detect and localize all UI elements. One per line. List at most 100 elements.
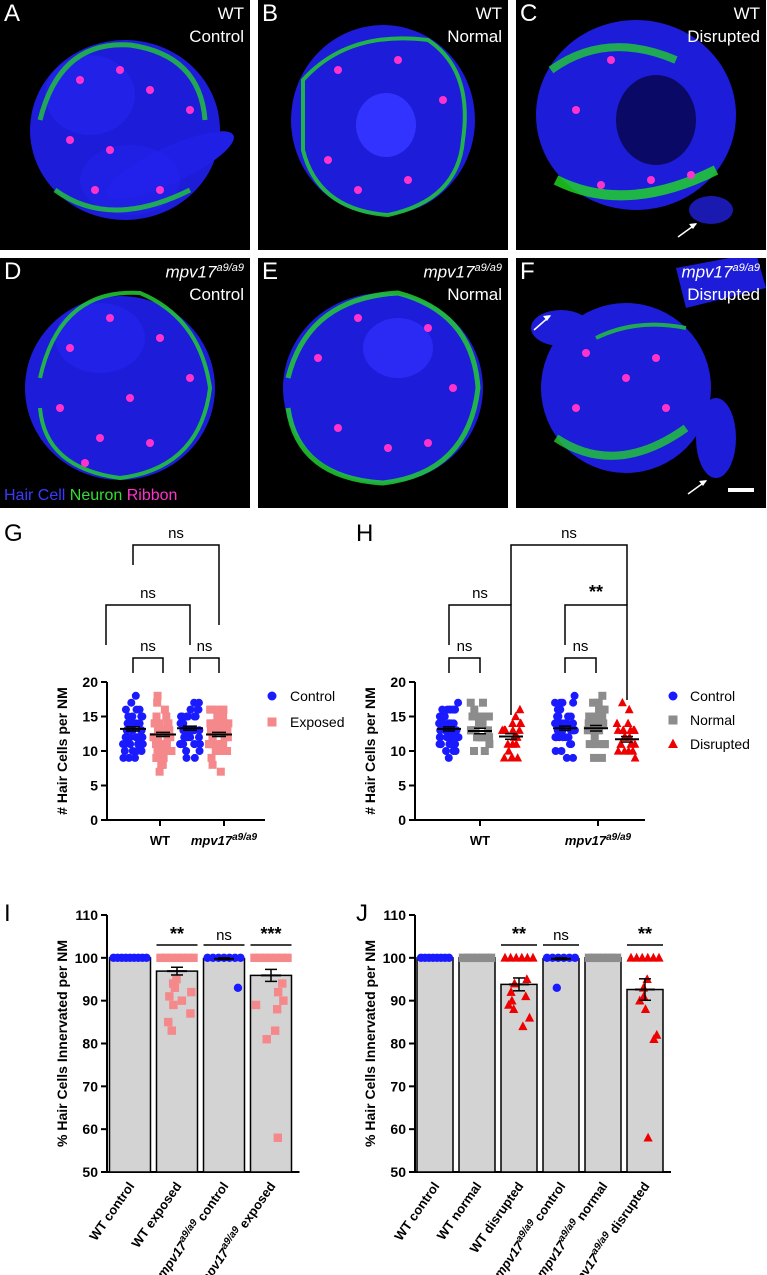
legend-label: Disrupted bbox=[690, 736, 750, 752]
legend-marker bbox=[668, 715, 678, 725]
data-point bbox=[219, 705, 228, 714]
data-point bbox=[612, 718, 622, 727]
data-point bbox=[155, 767, 164, 776]
micro-panel-d: D mpv17a9/a9 Control Hair Cell Neuron Ri… bbox=[0, 258, 250, 508]
category-tick-label: mpv17a9/a9 exposed bbox=[195, 1178, 279, 1275]
data-point bbox=[283, 953, 292, 963]
data-point bbox=[515, 725, 524, 734]
data-point bbox=[466, 698, 475, 707]
data-point bbox=[521, 991, 531, 1001]
significance-label: ns bbox=[140, 638, 156, 655]
panel-letter: F bbox=[520, 258, 535, 285]
significance-label: ** bbox=[512, 924, 526, 944]
y-tick-label: 10 bbox=[82, 743, 98, 759]
significance-label: ns bbox=[472, 585, 488, 602]
allele: a9/a9 bbox=[732, 262, 760, 274]
y-tick-label: 0 bbox=[90, 812, 98, 828]
comparison-bracket bbox=[564, 604, 628, 700]
panel-genotype: WT bbox=[475, 4, 502, 23]
data-point bbox=[435, 733, 444, 742]
micrograph-d bbox=[25, 290, 215, 481]
data-point bbox=[617, 697, 627, 707]
data-point bbox=[451, 747, 460, 755]
allele: a9/a9 bbox=[216, 262, 244, 274]
chart-h: 0 5 10 15 20 # Hair Cells per NM WT mpv17a9/a9 n… bbox=[362, 525, 750, 849]
data-point bbox=[472, 953, 482, 963]
micrograph-b bbox=[291, 25, 475, 218]
data-point bbox=[189, 953, 198, 963]
comparison-bracket bbox=[105, 604, 191, 645]
data-point bbox=[207, 753, 216, 762]
data-point bbox=[126, 719, 135, 728]
significance-label: ns bbox=[197, 638, 213, 655]
data-point bbox=[216, 767, 225, 776]
data-point bbox=[584, 953, 594, 963]
y-tick-label: 15 bbox=[390, 709, 406, 725]
data-point bbox=[120, 747, 129, 755]
data-point bbox=[215, 705, 224, 714]
data-point bbox=[442, 747, 451, 755]
data-point bbox=[511, 711, 521, 721]
significance-label: ** bbox=[638, 924, 652, 944]
data-point bbox=[236, 953, 245, 963]
data-point bbox=[446, 705, 455, 714]
chart-letter-h: H bbox=[356, 520, 374, 547]
panel-condition: Disrupted bbox=[687, 27, 760, 46]
data-point bbox=[266, 953, 276, 963]
data-point bbox=[162, 712, 171, 721]
data-point bbox=[562, 753, 571, 762]
data-point bbox=[178, 953, 187, 963]
data-point bbox=[137, 712, 146, 721]
data-point bbox=[613, 746, 623, 755]
data-point bbox=[273, 1133, 283, 1142]
data-point bbox=[524, 1012, 535, 1022]
data-point bbox=[194, 705, 203, 714]
data-point bbox=[569, 719, 578, 728]
micrograph-e bbox=[283, 290, 483, 486]
category-tick-label: WT control bbox=[86, 1179, 137, 1243]
data-point bbox=[153, 726, 162, 735]
data-point bbox=[447, 733, 456, 742]
gene-name: mpv17 bbox=[165, 262, 217, 282]
data-point bbox=[151, 740, 160, 749]
significance-label: ns bbox=[573, 638, 589, 655]
category-tick-label: mpv17a9/a9 bbox=[191, 832, 258, 849]
data-point bbox=[630, 725, 639, 734]
data-point bbox=[552, 719, 561, 728]
data-point bbox=[630, 753, 640, 762]
data-point bbox=[478, 719, 487, 728]
data-point bbox=[451, 740, 460, 749]
legend-marker bbox=[668, 738, 678, 749]
data-point bbox=[639, 991, 649, 1001]
data-point bbox=[128, 747, 137, 755]
data-point bbox=[598, 691, 607, 700]
data-point bbox=[217, 747, 226, 755]
significance-label: ns bbox=[561, 525, 577, 542]
data-point bbox=[589, 698, 598, 707]
data-point bbox=[556, 705, 565, 714]
chart-g: 0 5 10 15 20 # Hair Cells per NM WT mpv17a9/a9 n… bbox=[54, 525, 344, 849]
data-point bbox=[177, 712, 186, 721]
data-point bbox=[160, 705, 169, 714]
significance-label: ns bbox=[140, 585, 156, 602]
data-point bbox=[474, 712, 483, 721]
data-point bbox=[528, 952, 538, 962]
data-point bbox=[261, 953, 270, 963]
data-point bbox=[194, 733, 203, 742]
data-point bbox=[623, 718, 633, 727]
category-tick-label: mpv17a9/a9 bbox=[565, 832, 632, 849]
data-point bbox=[121, 705, 130, 714]
data-point bbox=[207, 705, 216, 714]
y-tick-label: 60 bbox=[82, 1121, 98, 1137]
bar bbox=[542, 957, 580, 1173]
data-point bbox=[479, 712, 488, 721]
data-point bbox=[499, 753, 509, 762]
data-point bbox=[468, 712, 477, 721]
data-point bbox=[478, 698, 487, 707]
data-point bbox=[120, 740, 129, 749]
y-tick-label: 70 bbox=[82, 1078, 98, 1094]
data-point bbox=[561, 733, 570, 742]
data-point bbox=[186, 705, 195, 714]
data-point bbox=[508, 739, 517, 748]
bar bbox=[626, 988, 664, 1173]
